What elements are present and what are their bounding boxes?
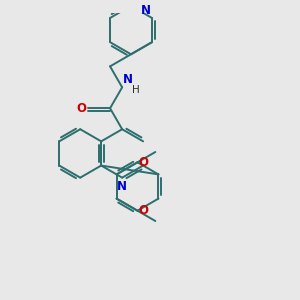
Text: N: N [117,180,127,193]
Text: N: N [123,73,133,86]
Text: O: O [76,102,86,115]
Text: N: N [141,4,151,16]
Text: O: O [139,204,148,217]
Text: H: H [132,85,140,95]
Text: O: O [139,156,148,169]
